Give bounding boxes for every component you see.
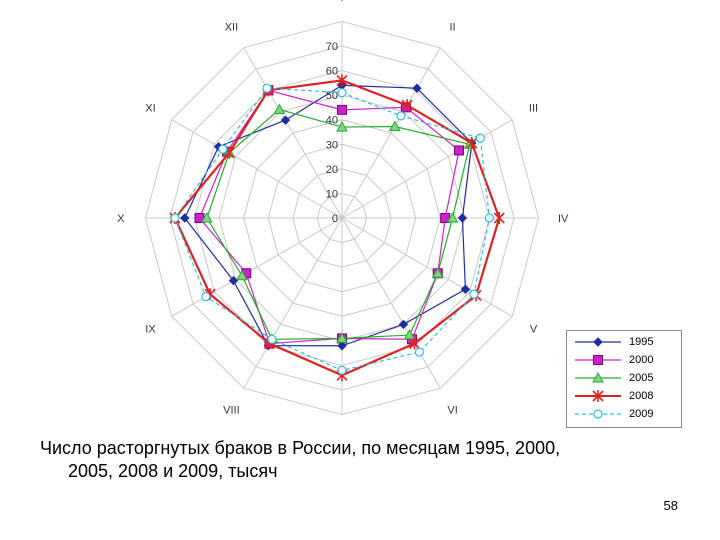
grid-spoke [341,217,513,317]
data-point [201,292,211,302]
data-point [180,213,190,223]
page-number: 58 [663,498,678,513]
caption-line-2: 2005, 2008 и 2009, тысяч [68,461,278,481]
data-point [388,120,401,131]
data-point [337,104,347,115]
data-point [484,213,495,223]
data-point [262,83,272,93]
caption-line-1: Число расторгнутых браков в России, по м… [40,438,561,458]
radial-tick-label: 70 [326,41,338,53]
legend-label: 1995 [629,336,654,348]
legend-marker [593,355,603,365]
category-label: VIII [223,405,240,417]
grid-spoke [243,217,343,389]
data-point [412,83,422,93]
chart-caption: Число расторгнутых браков в России, по м… [40,437,680,483]
legend-marker [593,409,603,419]
grid-spoke [243,47,343,219]
data-point [236,269,248,281]
legend-item: 2009 [567,405,681,423]
radial-tick-label: 30 [326,139,338,151]
legend-item: 2005 [567,369,681,387]
legend-swatch [575,337,621,347]
series-2009 [170,83,495,375]
data-point [469,289,479,299]
data-point [431,267,444,278]
data-point [218,144,228,154]
data-point [228,275,239,286]
category-label: X [117,213,125,225]
data-point [475,133,485,143]
legend-item: 2000 [567,351,681,369]
category-label: XI [145,102,155,114]
category-label: XII [225,21,238,33]
data-point [267,334,277,344]
legend-label: 2005 [629,372,654,384]
legend-swatch [575,355,621,365]
data-point [336,121,348,132]
data-point [460,284,471,294]
legend-marker [593,337,603,347]
data-point [414,347,424,357]
legend-item: 2008 [567,387,681,405]
data-point [273,103,286,114]
chart-legend: 1995 2000 2005 2008 2009 [566,330,682,428]
legend-label: 2000 [629,354,654,366]
data-point [336,74,348,87]
legend-marker [592,390,604,402]
category-label: III [529,102,538,114]
data-point [466,137,478,150]
grid-spoke [171,217,343,317]
legend-marker [592,372,604,383]
data-point [457,213,468,223]
category-label: IV [558,213,569,225]
data-point [170,213,180,223]
data-point [454,145,465,156]
radial-tick-label: 0 [332,213,338,225]
data-point [201,211,213,223]
data-point [336,332,348,343]
radar-chart: 010203040506070IIIIIIIVVVIVIIVIIIIXXXIXI… [117,0,569,417]
data-point [337,88,347,98]
data-point [401,99,413,112]
category-label: IX [145,324,156,336]
category-label: VI [447,405,457,417]
data-point [398,319,409,330]
grid-spoke [171,119,343,219]
legend-item: 1995 [567,333,681,351]
data-point [337,365,347,375]
grid-spoke [341,47,441,219]
category-label: V [530,324,538,336]
category-label: II [450,21,456,33]
data-point [446,211,459,223]
data-point [280,115,291,125]
data-point [408,337,421,350]
radial-tick-label: 20 [326,164,338,176]
radial-tick-label: 10 [326,188,338,200]
data-point [337,341,347,351]
legend-swatch [575,409,621,419]
legend-label: 2009 [629,408,654,420]
radial-tick-label: 60 [326,66,338,78]
legend-swatch [575,372,621,383]
data-point [396,111,406,121]
data-point [493,212,505,224]
grid-spoke [341,217,441,389]
category-label: I [340,0,343,4]
legend-label: 2008 [629,390,654,402]
legend-swatch [575,390,621,402]
